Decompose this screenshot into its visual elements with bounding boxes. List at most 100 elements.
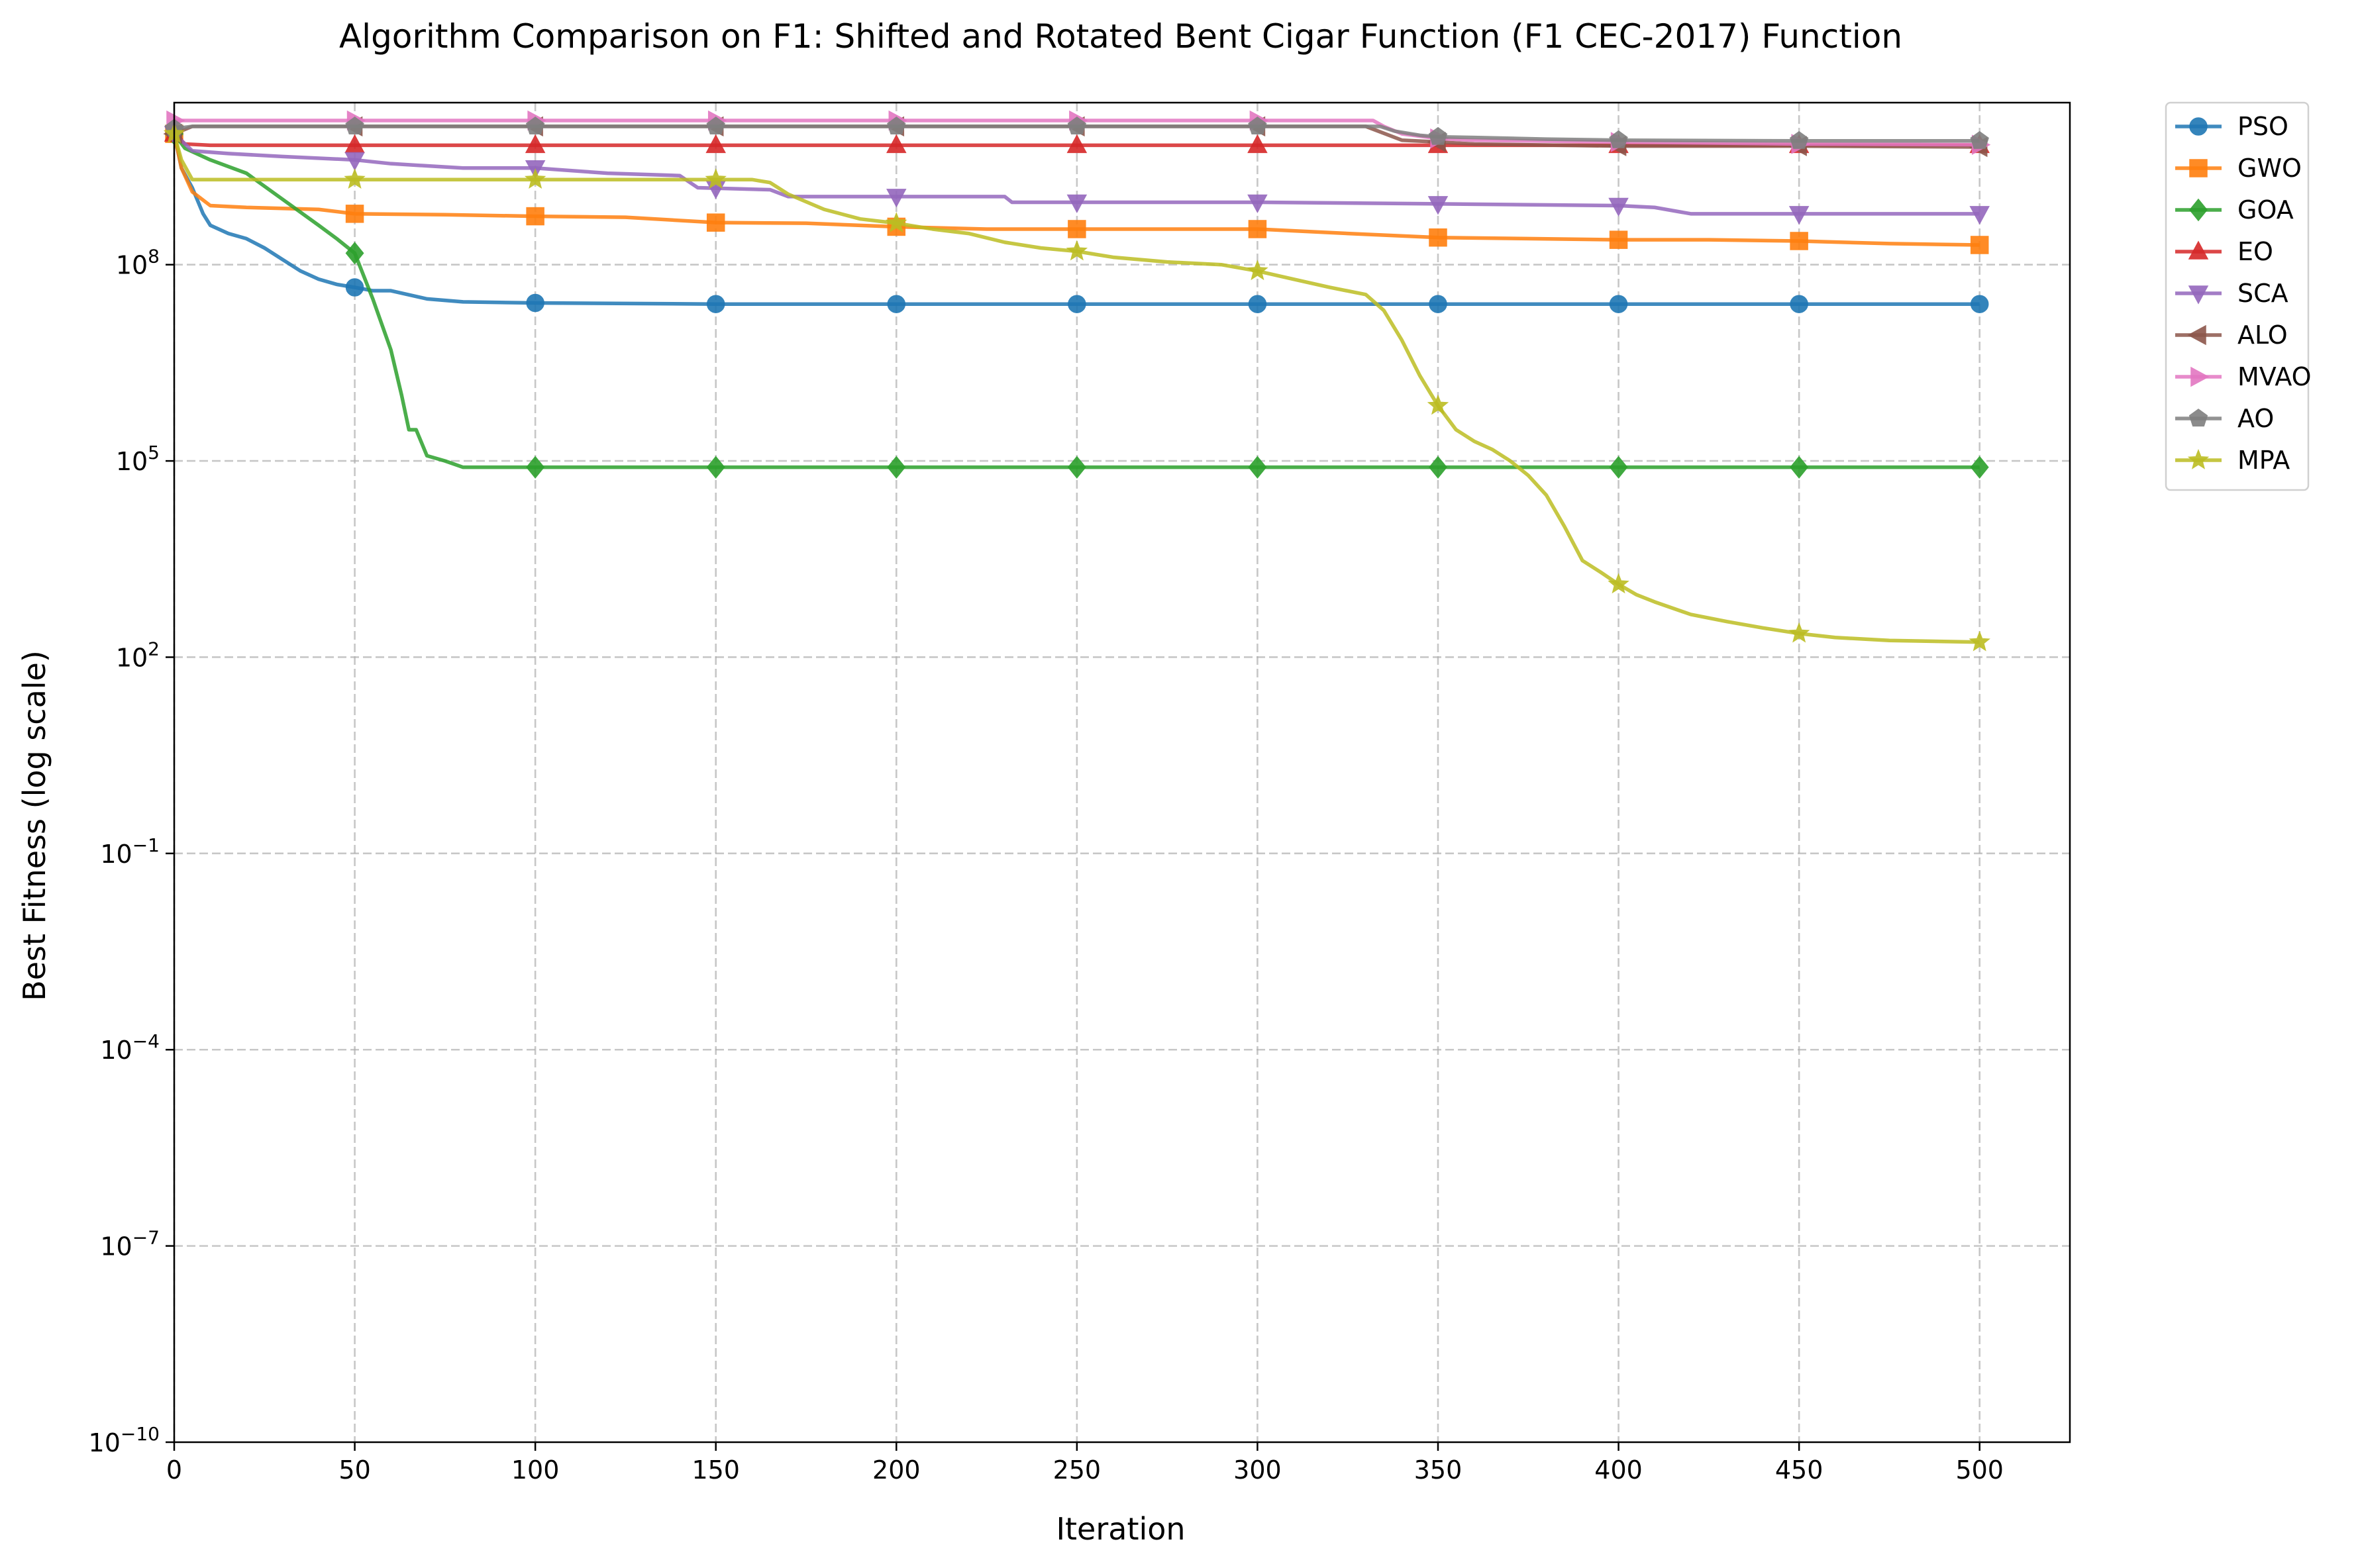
data-point-pso [1068, 295, 1086, 313]
data-point-pso [1790, 295, 1808, 313]
data-point-mpa [1427, 394, 1449, 415]
data-point-mpa [1608, 573, 1629, 594]
x-tick-label: 350 [1414, 1455, 1462, 1485]
y-axis-label: Best Fitness (log scale) [17, 650, 52, 1001]
x-tick-label: 100 [511, 1455, 560, 1485]
data-point-sca [1427, 196, 1449, 215]
data-point-ao [1067, 116, 1087, 134]
legend-item-ao: AO [2175, 404, 2274, 433]
data-point-mpa [705, 168, 727, 189]
legend-marker-mpa [2187, 448, 2210, 469]
data-point-goa [1970, 456, 1989, 479]
data-point-gwo [345, 205, 364, 223]
data-point-gwo [1790, 232, 1808, 250]
data-point-ao [345, 116, 364, 134]
data-point-eo [525, 134, 546, 154]
chart-title: Algorithm Comparison on F1: Shifted and … [339, 17, 1902, 56]
x-tick-label: 150 [692, 1455, 740, 1485]
data-point-mpa [1247, 260, 1268, 281]
legend-item-alo: ALO [2175, 320, 2288, 350]
plot-area: 0 50 100 150 200 250 300 350 400 450 500 10−10 10−7 1… [89, 101, 2071, 1485]
data-point-gwo [526, 207, 544, 226]
data-point-sca [1608, 197, 1629, 217]
x-tick-label: 250 [1053, 1455, 1102, 1485]
legend-item-mvao: MVAO [2175, 362, 2312, 391]
y-tick-label: 102 [116, 638, 160, 672]
legend-label-mpa: MPA [2237, 446, 2290, 475]
data-point-ao [1970, 130, 1989, 149]
data-point-eo [886, 134, 907, 154]
y-tick-label: 10−10 [89, 1423, 160, 1457]
y-tick-label: 10−4 [100, 1030, 160, 1065]
data-point-pso [1970, 295, 1989, 313]
legend-label-goa: GOA [2237, 195, 2294, 224]
data-point-ao [1789, 130, 1809, 149]
y-tick-label: 10−1 [100, 834, 160, 869]
data-point-gwo [1248, 220, 1267, 238]
series-line-mpa [172, 133, 1980, 644]
x-tick-label: 450 [1775, 1455, 1823, 1485]
legend-marker-goa [2189, 198, 2208, 222]
legend-marker-ao [2188, 409, 2208, 427]
data-point-gwo [1609, 230, 1628, 249]
legend-label-mvao: MVAO [2237, 362, 2312, 391]
legend-label-gwo: GWO [2237, 154, 2302, 183]
legend-marker-sca [2188, 285, 2209, 305]
data-point-mpa [524, 168, 546, 189]
data-point-pso [345, 278, 364, 297]
data-point-ao [706, 116, 725, 134]
data-point-eo [1247, 134, 1268, 154]
legend-item-pso: PSO [2175, 112, 2288, 141]
legend-label-sca: SCA [2237, 279, 2288, 308]
data-point-gwo [1429, 228, 1447, 247]
x-tick-label: 400 [1594, 1455, 1643, 1485]
data-point-mpa [886, 212, 907, 232]
legend-marker-mvao [2190, 366, 2210, 387]
data-point-ao [1609, 130, 1628, 148]
data-point-ao [525, 116, 545, 134]
series-line-pso [172, 133, 1980, 306]
data-point-eo [1066, 134, 1088, 154]
data-point-pso [887, 295, 906, 313]
legend-label-ao: AO [2237, 404, 2274, 433]
data-point-goa [1067, 456, 1086, 479]
data-point-goa [526, 456, 545, 479]
x-tick-label: 500 [1955, 1455, 2004, 1485]
data-point-goa [706, 456, 725, 479]
legend: PSO GWO GOA EO SCA ALO MVAO AO MPA [2165, 101, 2312, 491]
y-tick-label: 105 [116, 442, 160, 476]
data-point-mpa [1969, 630, 1990, 652]
series-line-ao [174, 124, 1980, 143]
legend-box [2165, 101, 2310, 491]
x-tick-label: 300 [1233, 1455, 1282, 1485]
data-point-goa [1429, 456, 1447, 479]
series-sca [164, 126, 1990, 225]
data-point-pso [1248, 295, 1267, 313]
legend-item-gwo: GWO [2175, 154, 2302, 183]
legend-label-alo: ALO [2237, 320, 2288, 350]
data-point-pso [1429, 295, 1447, 313]
data-point-mpa [344, 168, 366, 189]
x-axis-label: Iteration [1056, 1511, 1185, 1547]
data-point-pso [706, 295, 725, 313]
x-tick-label: 200 [872, 1455, 921, 1485]
data-point-goa [1248, 456, 1267, 479]
data-point-pso [1609, 295, 1628, 313]
data-point-goa [1609, 456, 1628, 479]
data-point-ao [1428, 126, 1448, 145]
data-point-goa [345, 242, 364, 265]
data-point-sca [1788, 206, 1810, 225]
data-point-gwo [1068, 220, 1086, 238]
data-point-sca [1247, 194, 1268, 214]
legend-item-goa: GOA [2175, 195, 2294, 224]
series-line-goa [172, 132, 1980, 469]
axes-frame [173, 101, 2071, 1444]
data-point-mpa [1788, 622, 1810, 643]
data-point-pso [526, 293, 544, 313]
y-tick-label: 108 [116, 246, 160, 280]
legend-item-mpa: MPA [2175, 446, 2290, 475]
data-point-sca [344, 152, 365, 172]
data-point-sca [1969, 206, 1990, 225]
